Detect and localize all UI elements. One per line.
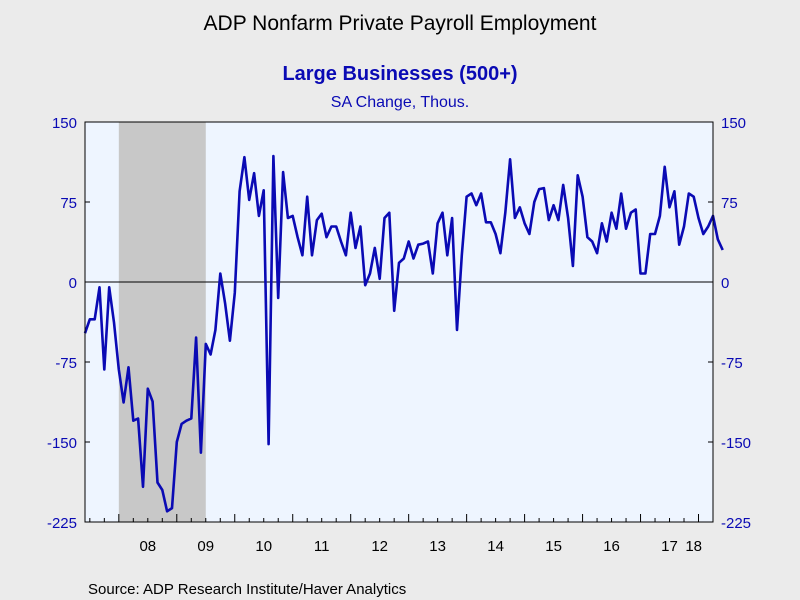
y-tick-label-right: 0	[721, 275, 729, 292]
y-tick-label-right: -75	[721, 355, 743, 372]
y-tick-label-left: -225	[47, 515, 77, 532]
x-tick-label: 17	[661, 538, 678, 555]
x-tick-label: 11	[314, 538, 330, 555]
x-tick-label: 13	[429, 538, 446, 555]
chart-subtitle: Large Businesses (500+)	[282, 63, 517, 85]
plot-frame	[84, 121, 714, 523]
x-tick-label: 16	[603, 538, 620, 555]
x-tick-label: 14	[487, 538, 504, 555]
y-tick-label-left: -150	[47, 435, 77, 452]
y-tick-label-left: -75	[55, 355, 77, 372]
chart-units: SA Change, Thous.	[331, 94, 469, 111]
y-tick-label-right: -225	[721, 515, 751, 532]
source-note: Source: ADP Research Institute/Haver Ana…	[88, 581, 406, 598]
x-tick-label: 18	[685, 538, 702, 555]
x-tick-label: 09	[197, 538, 214, 555]
y-tick-label-left: 75	[60, 195, 77, 212]
x-tick-label: 12	[371, 538, 388, 555]
y-tick-label-right: 75	[721, 195, 738, 212]
chart-title: ADP Nonfarm Private Payroll Employment	[204, 12, 597, 35]
x-tick-label: 10	[255, 538, 272, 555]
series-line	[83, 154, 724, 513]
x-axis: 08 09 10 11 12 13 14 15 16 17 18	[89, 514, 702, 555]
y-tick-label-right: 150	[721, 115, 746, 132]
left-y-axis: 150 75 0 -75 -150 -225	[47, 115, 90, 532]
y-tick-label-left: 0	[69, 275, 77, 292]
x-tick-label: 08	[139, 538, 156, 555]
x-tick-label: 15	[545, 538, 562, 555]
y-tick-label-right: -150	[721, 435, 751, 452]
recession-shading	[118, 122, 206, 522]
right-y-axis: 150 75 0 -75 -150 -225	[708, 115, 751, 532]
y-tick-label-left: 150	[52, 115, 77, 132]
